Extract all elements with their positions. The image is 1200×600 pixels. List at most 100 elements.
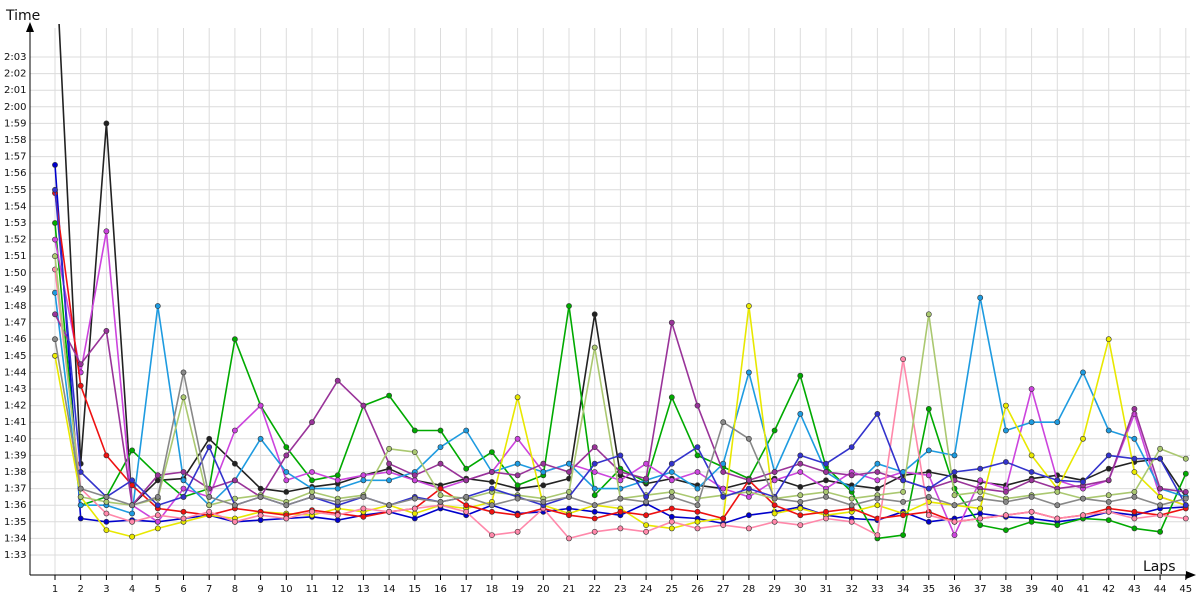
data-point xyxy=(617,452,624,459)
data-point xyxy=(977,505,984,512)
data-point xyxy=(52,336,58,343)
data-point xyxy=(1131,455,1138,462)
data-point xyxy=(694,502,701,509)
data-point xyxy=(720,515,727,522)
data-point xyxy=(823,477,829,484)
data-point xyxy=(1157,528,1163,535)
data-point xyxy=(231,518,238,525)
x-tick-label: 2 xyxy=(78,584,84,595)
data-point xyxy=(257,485,264,492)
data-point xyxy=(771,469,778,475)
data-point xyxy=(437,460,444,467)
x-tick-label: 35 xyxy=(922,584,935,595)
x-tick-label: 23 xyxy=(614,584,627,595)
data-point xyxy=(52,253,58,260)
data-point xyxy=(129,533,135,540)
data-point xyxy=(566,460,572,467)
data-point xyxy=(591,485,598,492)
data-point xyxy=(643,522,649,528)
data-point xyxy=(1003,512,1009,519)
data-point xyxy=(1003,488,1009,495)
x-tick-label: 26 xyxy=(691,584,704,595)
data-point xyxy=(823,460,829,467)
y-axis-arrow xyxy=(26,22,34,32)
data-point xyxy=(668,394,675,401)
data-point xyxy=(77,382,84,389)
data-point xyxy=(1105,452,1112,459)
data-point xyxy=(206,508,213,515)
data-point xyxy=(514,482,521,489)
y-tick-label: 1:54 xyxy=(4,201,26,212)
data-point xyxy=(129,518,135,525)
data-point xyxy=(103,120,110,127)
x-tick-label: 10 xyxy=(280,584,293,595)
data-point xyxy=(463,427,470,434)
data-point xyxy=(1182,495,1189,502)
data-point xyxy=(488,479,495,485)
series-12 xyxy=(52,336,1189,509)
data-point xyxy=(925,518,932,525)
data-point xyxy=(591,344,598,351)
data-point xyxy=(437,444,444,450)
data-point xyxy=(129,482,135,489)
data-point xyxy=(977,465,984,472)
y-tick-label: 1:37 xyxy=(4,484,26,495)
data-point xyxy=(360,402,367,409)
x-tick-label: 12 xyxy=(331,584,344,595)
data-point xyxy=(334,472,341,479)
data-point xyxy=(180,493,187,500)
x-tick-label: 5 xyxy=(155,584,161,595)
x-tick-label: 21 xyxy=(563,584,576,595)
data-point xyxy=(617,525,624,532)
data-point xyxy=(283,444,290,450)
data-point xyxy=(977,477,984,484)
data-point xyxy=(1157,512,1163,519)
data-point xyxy=(617,508,624,515)
x-tick-label: 34 xyxy=(897,584,910,595)
data-point xyxy=(617,477,624,484)
data-point xyxy=(1105,465,1112,472)
data-point xyxy=(1131,488,1138,495)
data-point xyxy=(180,469,187,475)
x-tick-label: 39 xyxy=(1025,584,1038,595)
data-point xyxy=(1003,459,1009,465)
x-tick-label: 14 xyxy=(383,584,396,595)
data-point xyxy=(103,327,110,334)
y-tick-label: 1:56 xyxy=(4,168,26,179)
data-point xyxy=(334,498,341,505)
data-point xyxy=(668,505,675,512)
data-point xyxy=(746,512,752,519)
x-tick-label: 20 xyxy=(537,584,550,595)
data-point xyxy=(566,505,572,512)
data-point xyxy=(1182,488,1189,495)
data-point xyxy=(514,495,521,502)
data-point xyxy=(103,527,110,533)
data-point xyxy=(694,452,701,459)
x-tick-label: 3 xyxy=(103,584,109,595)
y-tick-label: 1:33 xyxy=(4,550,26,561)
y-tick-label: 1:44 xyxy=(4,367,26,378)
x-tick-label: 30 xyxy=(794,584,807,595)
data-point xyxy=(1028,386,1035,392)
x-tick-label: 19 xyxy=(511,584,524,595)
data-point xyxy=(643,475,649,482)
data-point xyxy=(463,502,470,509)
data-point xyxy=(668,518,675,525)
data-point xyxy=(1131,405,1138,412)
data-point xyxy=(591,508,598,515)
data-point xyxy=(463,493,470,500)
data-point xyxy=(668,469,675,475)
data-point xyxy=(720,419,727,426)
data-point xyxy=(848,502,855,509)
x-tick-label: 7 xyxy=(206,584,212,595)
y-tick-label: 1:48 xyxy=(4,301,26,312)
data-point xyxy=(823,469,829,475)
data-point xyxy=(411,449,418,455)
data-point xyxy=(386,502,392,509)
y-tick-label: 1:52 xyxy=(4,235,26,246)
data-point xyxy=(566,493,572,500)
data-point xyxy=(129,447,135,454)
data-point xyxy=(900,488,906,495)
data-point xyxy=(925,472,932,479)
data-point xyxy=(874,460,881,467)
